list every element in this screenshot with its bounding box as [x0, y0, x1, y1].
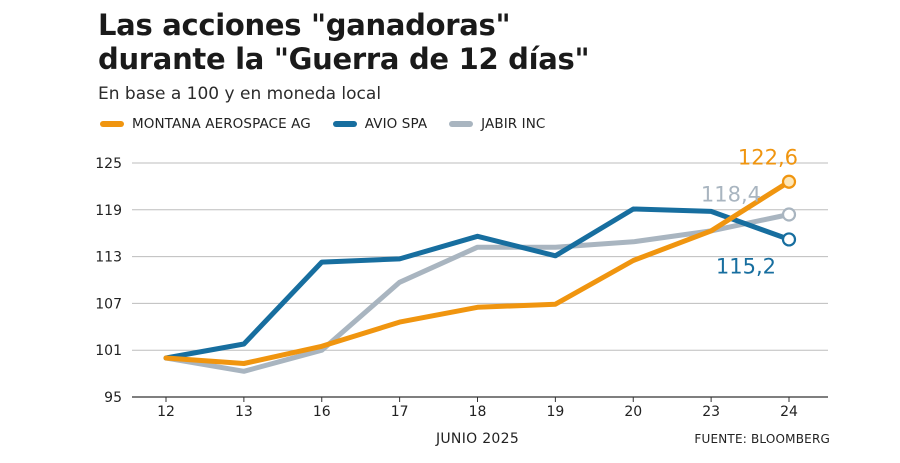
x-tick-label-16: 16: [313, 404, 331, 420]
chart-subtitle: En base a 100 y en moneda local: [98, 84, 382, 104]
source-note: FUENTE: BLOOMBERG: [694, 432, 830, 446]
x-tick-label-24: 24: [780, 404, 798, 420]
title-line-2: durante la "Guerra de 12 días": [98, 42, 590, 76]
end-label-avio: 115,2: [716, 254, 776, 278]
series-line-avio: [163, 206, 792, 361]
legend-label-jabir: JABIR INC: [481, 116, 546, 132]
legend-label-avio: AVIO SPA: [364, 116, 428, 132]
end-label-jabir: 118,4: [701, 182, 761, 206]
legend-swatch-avio: [332, 121, 357, 127]
x-axis-label: JUNIO 2025: [435, 431, 519, 447]
end-label-montana: 122,6: [738, 146, 798, 170]
legend: MONTANA AEROSPACE AG AVIO SPA JABIR INC: [100, 114, 567, 134]
x-tick-label-20: 20: [624, 404, 642, 420]
x-tick-label-12: 12: [157, 404, 175, 420]
legend-swatch-jabir: [449, 121, 474, 127]
end-marker-montana: [781, 174, 797, 189]
title-line-1: Las acciones "ganadoras": [98, 8, 511, 42]
x-tick-label-17: 17: [391, 404, 409, 420]
y-tick-label-107: 107: [95, 296, 122, 312]
y-tick-label-101: 101: [95, 343, 122, 359]
legend-item-montana: MONTANA AEROSPACE AG: [100, 116, 311, 132]
legend-swatch-montana: [100, 121, 124, 127]
series-line-jabir: [163, 212, 792, 374]
legend-item-avio: AVIO SPA: [332, 116, 428, 132]
end-marker-jabir: [781, 207, 797, 222]
x-tick-label-19: 19: [546, 404, 564, 420]
legend-item-jabir: JABIR INC: [449, 116, 545, 132]
x-tick-label-18: 18: [469, 404, 487, 420]
series-line-montana: [163, 179, 792, 366]
end-marker-avio: [781, 232, 797, 247]
legend-label-montana: MONTANA AEROSPACE AG: [132, 116, 311, 132]
x-tick-label-23: 23: [702, 404, 720, 420]
y-tick-label-125: 125: [95, 156, 122, 172]
y-tick-label-113: 113: [95, 250, 122, 266]
chart-title: Las acciones "ganadoras" durante la "Gue…: [98, 8, 878, 76]
y-tick-label-95: 95: [104, 390, 122, 406]
x-tick-label-13: 13: [235, 404, 253, 420]
y-tick-label-119: 119: [95, 203, 122, 219]
